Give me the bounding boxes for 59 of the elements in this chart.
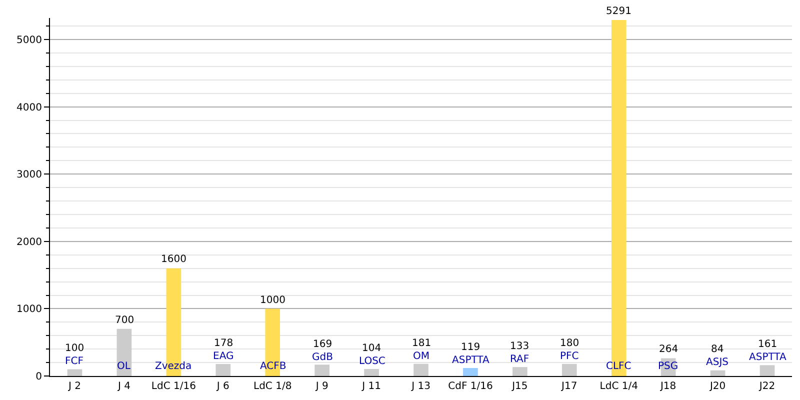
data-label: 180 [560,338,580,349]
x-tick-label: J 6 [216,381,230,392]
annotation: PFC [560,351,579,362]
data-label: 178 [214,338,234,349]
y-tick-label: 2000 [16,236,42,248]
y-tick-label: 4000 [16,102,42,114]
annotation: EAG [213,351,234,362]
bar [314,364,330,376]
x-tick-label: LdC 1/16 [151,381,196,392]
annotation: ASPTTA [452,355,490,366]
data-label: 161 [758,339,778,350]
data-label: 181 [412,338,432,349]
annotation: ASJS [706,357,728,368]
x-tick-label: J 9 [314,381,328,392]
data-label: 84 [711,344,724,355]
data-label: 700 [115,315,134,326]
data-label: 1000 [260,295,286,306]
x-tick-label: J 2 [67,381,81,392]
bar [216,364,231,376]
bar [710,370,726,376]
data-label: 1600 [161,254,186,265]
x-tick-label: J18 [659,381,676,392]
x-tick-label: CdF 1/16 [448,381,493,392]
bar [463,368,478,376]
annotation: LOSC [359,356,386,367]
bar [414,364,428,376]
bar [760,365,775,376]
x-tick-label: J15 [511,381,528,392]
annotation: FCF [65,356,84,367]
bar [364,369,379,376]
x-tick-label: J 11 [361,381,381,392]
data-label: 100 [65,343,84,354]
data-label: 104 [362,343,382,354]
x-tick-label: J17 [560,381,578,392]
annotation: OL [117,361,131,372]
y-tick-label: 0 [36,372,42,382]
x-tick-label: LdC 1/8 [254,381,292,392]
y-tick-label: 3000 [16,170,42,181]
x-tick-label: J 4 [116,381,130,392]
bar [562,364,577,376]
bar [116,328,132,376]
bar [512,367,528,376]
annotation: ASPTTA [749,352,786,363]
data-label: 119 [461,342,480,353]
x-tick-label: J22 [758,381,776,392]
x-tick-label: J20 [708,381,726,392]
annotation: OM [413,351,430,362]
x-tick-label: LdC 1/4 [600,381,638,392]
data-label: 264 [659,344,678,355]
annotation: PSG [658,361,678,372]
data-label: 169 [313,339,332,350]
annotation: RAF [510,354,530,365]
y-tick-label: 5000 [16,35,42,46]
bar [67,369,82,376]
y-tick-label: 1000 [16,304,42,316]
annotation: GdB [312,352,334,363]
data-label: 5291 [606,6,632,17]
x-tick-label: J 13 [410,381,430,392]
data-label: 133 [510,341,530,352]
